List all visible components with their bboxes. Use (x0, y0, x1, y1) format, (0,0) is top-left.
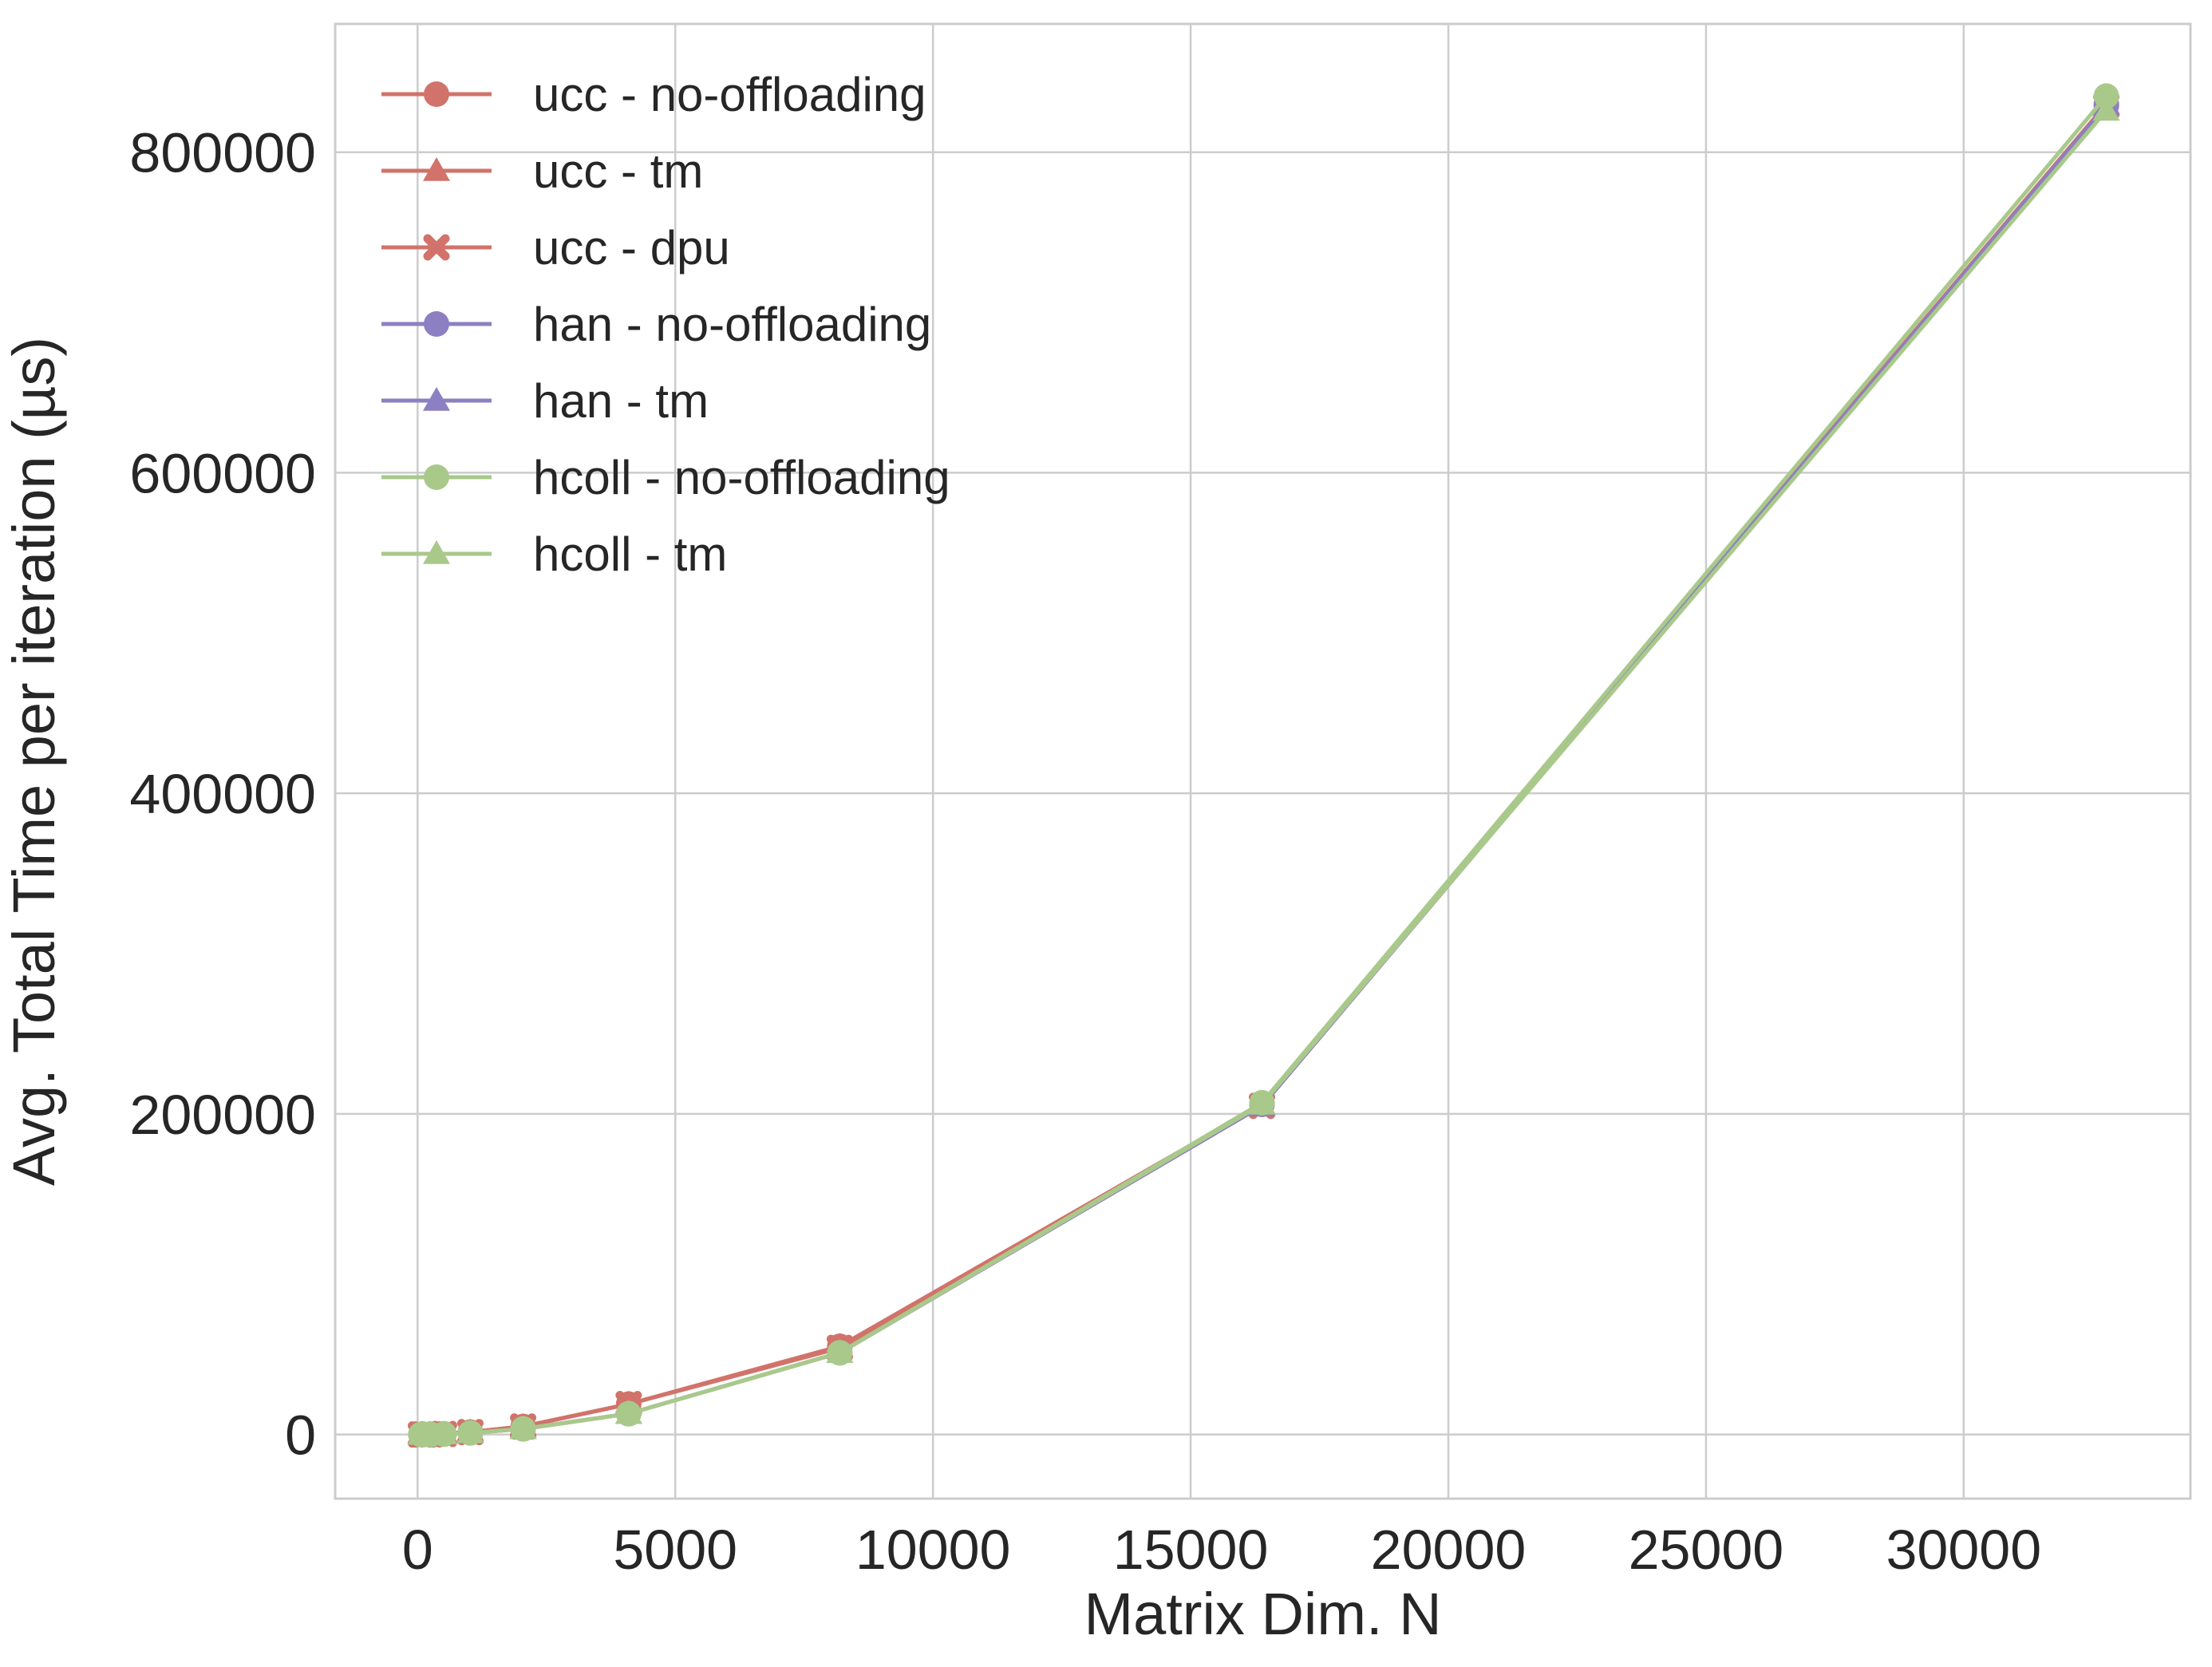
x-tick-label: 20000 (1371, 1519, 1527, 1581)
x-tick-label: 0 (402, 1519, 433, 1581)
legend-marker (424, 311, 449, 337)
data-point (456, 1419, 484, 1444)
data-point (2092, 97, 2120, 121)
legend: ucc - no-offloading ucc - tm ucc - dpu han … (381, 68, 950, 581)
series-6 (408, 83, 2119, 1448)
y-tick-label: 600000 (129, 442, 316, 504)
plot-frame (334, 22, 2192, 1500)
y-tick-label: 200000 (129, 1084, 316, 1146)
legend-marker (424, 81, 449, 107)
legend-label: hcoll - no-offloading (533, 451, 950, 504)
legend-label: han - no-offloading (533, 298, 931, 351)
x-tick-label: 30000 (1886, 1519, 2042, 1581)
series (407, 83, 2120, 1448)
legend-marker (424, 464, 449, 490)
x-tick-label: 10000 (855, 1519, 1011, 1581)
x-tick-label: 25000 (1629, 1519, 1784, 1581)
y-tick-label: 800000 (129, 122, 316, 184)
legend-label: han - tm (533, 374, 709, 428)
series-1 (408, 91, 2119, 1448)
legend-label: hcoll - tm (533, 527, 727, 581)
legend-entry: ucc - dpu (381, 221, 730, 275)
legend-entry: hcoll - tm (381, 527, 727, 581)
x-tick-label: 15000 (1113, 1519, 1269, 1581)
y-tick-label: 0 (285, 1404, 316, 1467)
data-point (509, 1415, 537, 1440)
legend-entry: ucc - no-offloading (381, 68, 926, 121)
legend-label: ucc - tm (533, 144, 703, 198)
legend-marker (423, 234, 450, 261)
data-point (614, 1400, 642, 1424)
x-marker-stroke (423, 234, 450, 261)
legend-marker (423, 157, 450, 181)
series-7 (407, 97, 2120, 1445)
legend-entry: ucc - tm (381, 144, 703, 198)
series-2 (407, 90, 2120, 1445)
legend-marker (423, 540, 450, 564)
legend-marker (423, 387, 450, 411)
legend-label: ucc - dpu (533, 221, 730, 275)
y-tick-label: 400000 (129, 763, 316, 825)
legend-label: ucc - no-offloading (533, 68, 926, 121)
tick-labels: 0 5000 10000 15000 20000 25000 30000 0 200000 400… (129, 122, 2041, 1581)
legend-entry: hcoll - no-offloading (381, 451, 950, 504)
data-point (826, 1339, 854, 1363)
x-tick-label: 5000 (613, 1519, 737, 1581)
series-5 (407, 92, 2120, 1445)
data-point (430, 1420, 458, 1444)
series-4 (408, 93, 2119, 1448)
legend-entry: han - tm (381, 374, 709, 428)
series-line (421, 94, 2108, 1437)
data-point (2093, 83, 2119, 109)
y-axis-label: Avg. Total Time per iteration (µs) (1, 337, 67, 1186)
x-axis-label: Matrix Dim. N (1084, 1581, 1441, 1647)
legend-entry: han - no-offloading (381, 298, 931, 351)
data-point (1248, 1090, 1276, 1115)
